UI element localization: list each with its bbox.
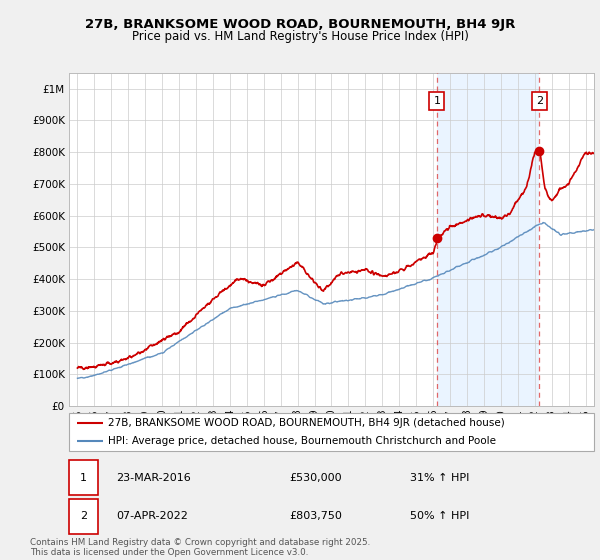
Text: 27B, BRANKSOME WOOD ROAD, BOURNEMOUTH, BH4 9JR (detached house): 27B, BRANKSOME WOOD ROAD, BOURNEMOUTH, B… [109, 418, 505, 428]
Text: 2: 2 [80, 511, 87, 521]
Text: 2: 2 [536, 96, 543, 106]
Bar [69, 500, 98, 534]
Text: Contains HM Land Registry data © Crown copyright and database right 2025.
This d: Contains HM Land Registry data © Crown c… [30, 538, 370, 557]
Text: 31% ↑ HPI: 31% ↑ HPI [410, 473, 470, 483]
Text: £530,000: £530,000 [290, 473, 342, 483]
Bar [437, 73, 539, 406]
Text: 1: 1 [80, 473, 87, 483]
Bar [69, 460, 98, 494]
Text: £803,750: £803,750 [290, 511, 343, 521]
Text: HPI: Average price, detached house, Bournemouth Christchurch and Poole: HPI: Average price, detached house, Bour… [109, 436, 496, 446]
Text: 50% ↑ HPI: 50% ↑ HPI [410, 511, 470, 521]
Text: 07-APR-2022: 07-APR-2022 [116, 511, 188, 521]
Text: 27B, BRANKSOME WOOD ROAD, BOURNEMOUTH, BH4 9JR: 27B, BRANKSOME WOOD ROAD, BOURNEMOUTH, B… [85, 18, 515, 31]
Text: 23-MAR-2016: 23-MAR-2016 [116, 473, 191, 483]
Text: Price paid vs. HM Land Registry's House Price Index (HPI): Price paid vs. HM Land Registry's House … [131, 30, 469, 43]
Text: 1: 1 [433, 96, 440, 106]
